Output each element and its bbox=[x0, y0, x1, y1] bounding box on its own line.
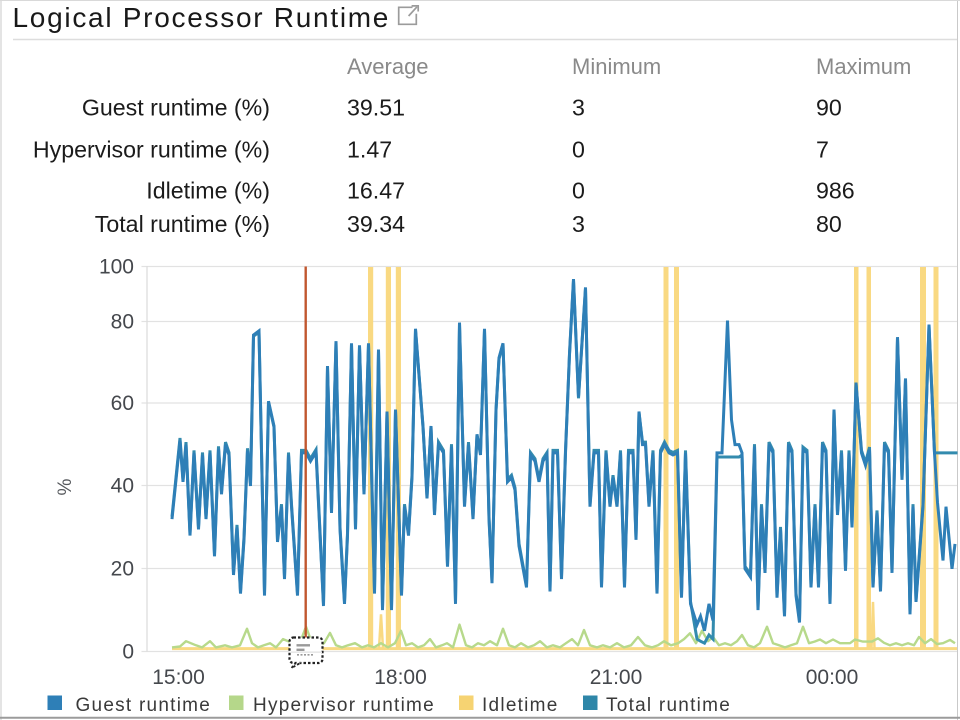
svg-text:80: 80 bbox=[816, 211, 842, 237]
svg-text:Total runtime (%): Total runtime (%) bbox=[95, 211, 270, 237]
svg-text:0: 0 bbox=[572, 137, 585, 163]
svg-text:Total runtime: Total runtime bbox=[606, 695, 731, 716]
svg-text:00:00: 00:00 bbox=[806, 666, 859, 689]
svg-text:1.47: 1.47 bbox=[347, 137, 392, 163]
svg-text:60: 60 bbox=[111, 392, 134, 415]
svg-text:Hypervisor runtime: Hypervisor runtime bbox=[253, 695, 435, 716]
svg-text:15:00: 15:00 bbox=[152, 666, 205, 689]
svg-text:Idletime: Idletime bbox=[482, 695, 559, 716]
svg-text:Hypervisor runtime (%): Hypervisor runtime (%) bbox=[33, 137, 270, 163]
svg-text:80: 80 bbox=[111, 311, 134, 334]
svg-text:0: 0 bbox=[572, 178, 585, 204]
svg-text:3: 3 bbox=[572, 211, 585, 237]
svg-text:39.51: 39.51 bbox=[347, 95, 405, 121]
svg-text:40: 40 bbox=[111, 475, 134, 498]
svg-text:Logical Processor Runtime: Logical Processor Runtime bbox=[13, 2, 391, 33]
svg-text:21:00: 21:00 bbox=[590, 666, 643, 689]
svg-text:100: 100 bbox=[99, 256, 134, 279]
svg-text:Idletime (%): Idletime (%) bbox=[146, 178, 270, 204]
svg-text:%: % bbox=[55, 478, 76, 495]
svg-text:Minimum: Minimum bbox=[572, 54, 661, 79]
svg-text:18:00: 18:00 bbox=[374, 666, 427, 689]
svg-text:20: 20 bbox=[111, 558, 134, 581]
svg-text:7: 7 bbox=[816, 137, 829, 163]
svg-text:90: 90 bbox=[816, 95, 842, 121]
svg-text:Guest runtime (%): Guest runtime (%) bbox=[82, 95, 270, 121]
svg-text:Maximum: Maximum bbox=[816, 54, 911, 79]
svg-text:986: 986 bbox=[816, 178, 855, 204]
svg-text:Guest runtime: Guest runtime bbox=[76, 695, 212, 716]
svg-text:39.34: 39.34 bbox=[347, 211, 405, 237]
svg-text:16.47: 16.47 bbox=[347, 178, 405, 204]
svg-text:3: 3 bbox=[572, 95, 585, 121]
svg-text:Average: Average bbox=[347, 54, 429, 79]
svg-text:0: 0 bbox=[122, 641, 134, 664]
